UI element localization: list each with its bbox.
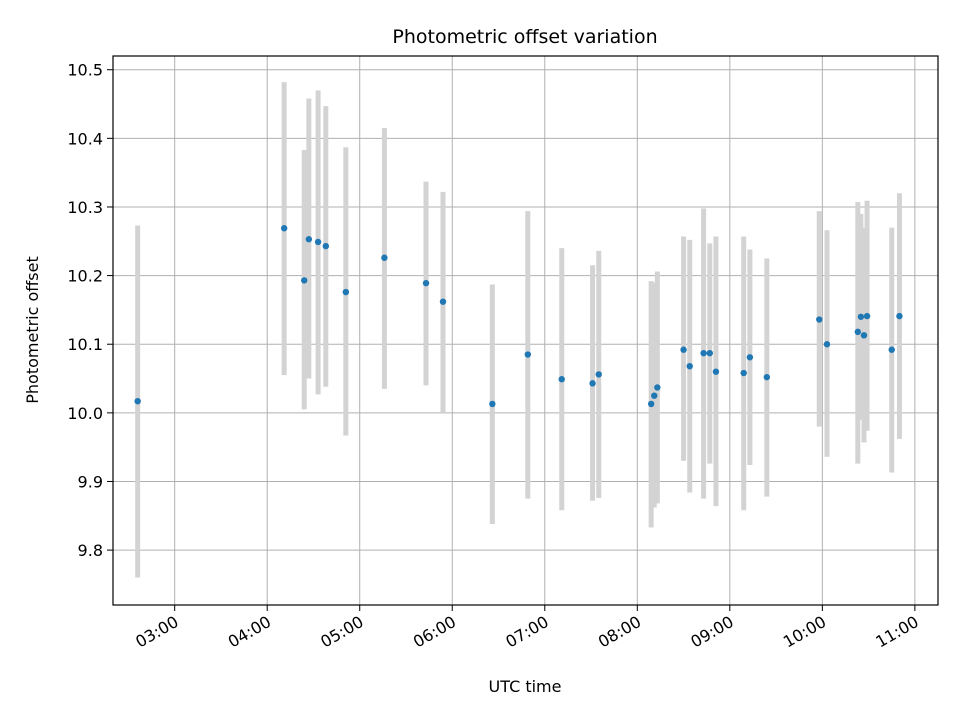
y-tick-label: 10.0 [67, 404, 103, 423]
data-point [686, 362, 693, 370]
data-points [134, 225, 903, 408]
y-tick-label: 10.3 [67, 198, 103, 217]
data-point [558, 376, 565, 383]
data-point [314, 238, 322, 246]
data-point [651, 392, 658, 399]
data-point [322, 242, 330, 250]
data-point [740, 369, 747, 377]
data-point [712, 368, 720, 375]
data-point [301, 277, 308, 284]
data-point [381, 254, 388, 261]
data-point [854, 328, 862, 336]
data-point [647, 400, 655, 408]
y-tick-label: 10.1 [67, 335, 103, 354]
data-point [342, 288, 350, 296]
y-tick-label: 10.5 [67, 61, 103, 80]
plot-frame [112, 55, 939, 606]
data-point [860, 332, 868, 339]
chart-title: Photometric offset variation [392, 26, 657, 48]
data-point [857, 313, 865, 320]
y-tick-label: 10.4 [67, 129, 103, 148]
y-axis-ticks: 9.8 9.9 10.0 10.1 10.2 10.3 10.4 10.5 [67, 61, 113, 560]
data-point [439, 298, 447, 305]
data-point [280, 225, 288, 232]
y-tick-label: 10.2 [67, 267, 103, 286]
data-point [763, 373, 771, 381]
data-point [422, 279, 430, 287]
data-point [746, 354, 754, 361]
x-axis-title: UTC time [489, 677, 562, 696]
data-point [706, 349, 713, 357]
data-point [524, 351, 532, 358]
data-point [816, 316, 823, 323]
data-point [489, 400, 496, 408]
y-tick-label: 9.9 [78, 472, 103, 491]
data-point [589, 380, 596, 387]
data-point [305, 236, 313, 243]
data-point [888, 346, 895, 353]
y-tick-label: 9.8 [78, 541, 103, 560]
data-point [863, 312, 871, 320]
y-axis-title: Photometric offset [23, 256, 42, 404]
data-point [700, 349, 707, 357]
data-point [680, 346, 687, 353]
data-point [595, 371, 602, 378]
data-point [134, 397, 141, 405]
data-point [654, 384, 661, 391]
data-point [823, 341, 831, 348]
data-point [896, 312, 903, 320]
